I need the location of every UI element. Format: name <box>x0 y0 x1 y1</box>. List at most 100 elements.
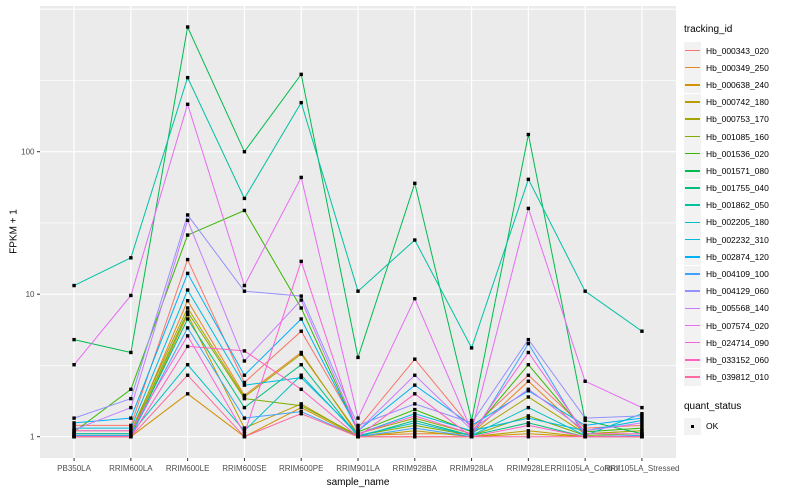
legend-key <box>684 282 701 300</box>
legend-panel: tracking_id Hb_000343_020 Hb_000349_250 Hb… <box>684 24 769 435</box>
data-point <box>299 402 303 406</box>
data-point <box>413 429 417 433</box>
data-point <box>242 380 247 385</box>
data-point <box>185 271 190 276</box>
data-point <box>469 435 474 439</box>
data-point <box>640 426 644 430</box>
data-point <box>413 296 417 301</box>
y-tick-label: 10 <box>26 290 35 299</box>
data-point <box>640 435 644 439</box>
data-point <box>526 429 531 433</box>
data-point <box>72 435 76 439</box>
data-point <box>526 423 531 428</box>
legend-item: Hb_024714_090 <box>684 334 769 352</box>
data-point <box>242 208 247 213</box>
data-point <box>526 206 531 211</box>
quant-legend-key <box>684 417 701 435</box>
legend-item-label: Hb_002205_180 <box>706 217 769 228</box>
data-point <box>469 421 474 425</box>
legend-key <box>684 231 701 249</box>
data-point <box>469 346 474 350</box>
data-point <box>185 373 190 377</box>
legend-key <box>684 162 701 180</box>
data-point <box>129 416 133 420</box>
data-point <box>469 429 474 433</box>
legend-item: Hb_004109_100 <box>684 265 769 283</box>
data-point <box>583 431 587 436</box>
legend-item-label: Hb_001085_160 <box>706 131 769 142</box>
data-point <box>242 435 247 439</box>
x-tick-label: PB350LA <box>57 464 91 473</box>
legend-item: Hb_000638_240 <box>684 76 769 94</box>
legend-title: tracking_id <box>684 24 733 35</box>
legend-key <box>684 213 701 231</box>
legend-key <box>684 179 701 197</box>
data-point <box>526 421 531 425</box>
x-tick-label: RRIM600LA <box>109 464 153 473</box>
x-tick-label: RRII105LA_Control <box>550 464 620 473</box>
data-point <box>299 404 303 408</box>
legend-key <box>684 128 701 146</box>
data-point <box>185 233 190 237</box>
legend-item-label: Hb_001536_020 <box>706 148 769 159</box>
data-point <box>72 337 76 342</box>
data-point <box>299 329 303 333</box>
data-point <box>356 355 360 360</box>
legend-key-line <box>685 135 700 138</box>
x-tick-label: RRIM901LA <box>336 464 380 473</box>
legend-key-line <box>685 152 700 155</box>
data-point <box>242 289 247 293</box>
data-point <box>242 196 247 201</box>
data-point <box>526 373 531 377</box>
data-point <box>413 418 417 423</box>
legend-key-line <box>685 101 700 103</box>
data-point <box>129 256 133 260</box>
legend-item-label: Hb_002874_120 <box>706 251 769 262</box>
legend-item-label: Hb_002232_310 <box>706 234 769 245</box>
data-point <box>526 341 531 346</box>
data-point <box>413 435 417 439</box>
data-point <box>72 416 76 420</box>
quant-legend-title: quant_status <box>684 400 742 412</box>
legend-item: Hb_001862_050 <box>684 196 769 214</box>
data-point <box>129 387 133 392</box>
data-point <box>129 405 133 410</box>
data-point <box>299 317 303 321</box>
data-point <box>583 418 587 423</box>
y-tick-label: 1 <box>30 433 35 442</box>
legend-item-label: Hb_000349_250 <box>706 62 769 73</box>
data-point <box>129 429 133 433</box>
legend-key <box>684 42 701 60</box>
data-point <box>299 352 303 356</box>
data-point <box>526 387 531 392</box>
data-point <box>129 350 133 355</box>
legend-key-line <box>685 170 700 172</box>
legend-key-line <box>685 359 700 361</box>
data-point <box>413 402 417 406</box>
data-point <box>640 414 644 418</box>
quant-key-point <box>690 424 695 429</box>
legend-key <box>684 59 701 77</box>
data-point <box>413 357 417 361</box>
x-axis-title: sample_name <box>326 477 390 488</box>
x-tick-label: RRIM928BA <box>393 464 438 473</box>
legend-key-line <box>685 273 700 275</box>
legend-key-line <box>685 84 700 86</box>
legend-item: Hb_000753_170 <box>684 110 769 128</box>
data-point <box>469 431 474 436</box>
data-point <box>72 283 76 288</box>
data-point <box>299 409 303 414</box>
data-point <box>299 373 303 377</box>
legend-item: Hb_002232_310 <box>684 231 769 249</box>
legend-key <box>684 299 701 317</box>
data-point <box>526 416 531 420</box>
data-point <box>129 293 133 298</box>
data-point <box>72 431 76 436</box>
quant-legend-label: OK <box>706 421 719 432</box>
data-point <box>526 337 531 342</box>
data-point <box>242 359 247 363</box>
data-point <box>526 132 531 137</box>
data-point <box>185 299 190 303</box>
